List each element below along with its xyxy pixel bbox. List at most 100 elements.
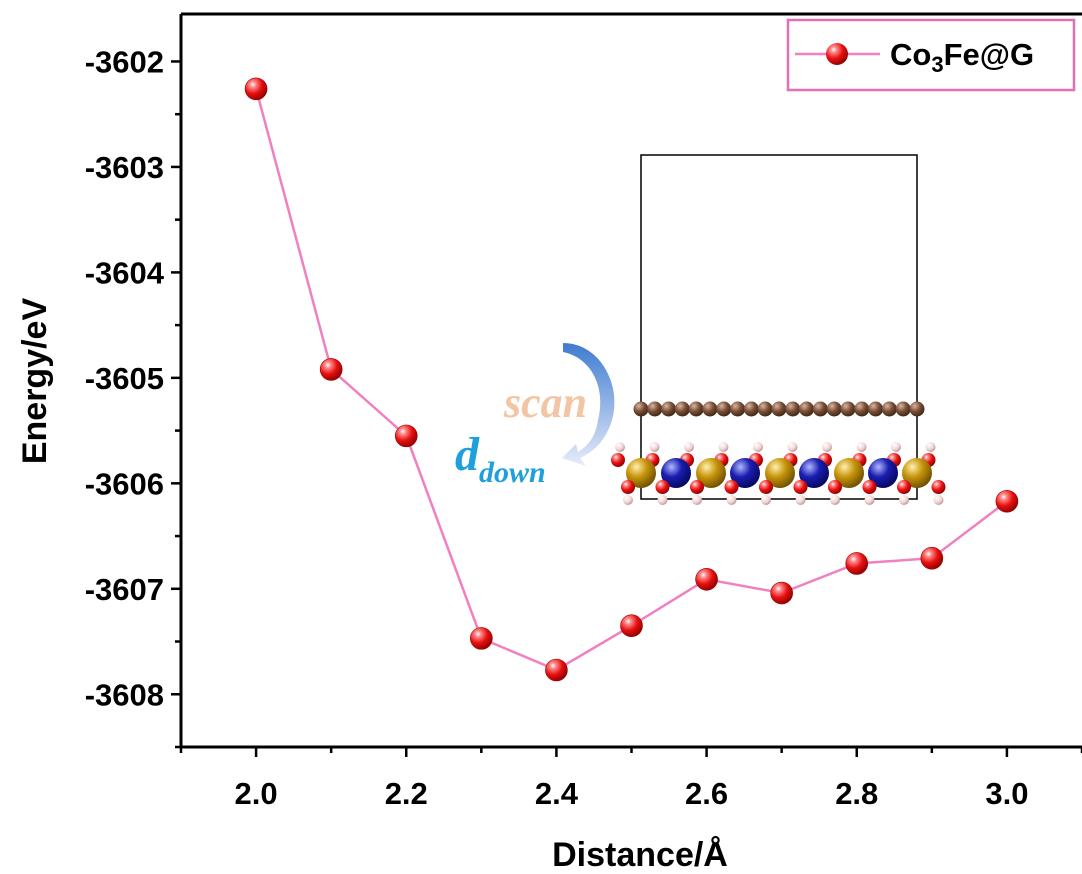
y-ticks: -3602 -3603 -3604 -3605 -3606 -3607 -3608 <box>85 44 181 749</box>
hydrogen-atom <box>761 495 771 505</box>
carbon-atom <box>730 401 746 417</box>
x-tick-label: 3.0 <box>985 776 1028 811</box>
iron-atom <box>799 458 829 488</box>
oxygen-atom <box>931 480 946 494</box>
x-ticks: 2.0 2.2 2.4 2.6 2.8 3.0 <box>179 747 1082 811</box>
carbon-atom <box>812 401 828 417</box>
oxygen-atom <box>690 480 704 494</box>
y-tick-label: -3607 <box>85 572 164 607</box>
hydrogen-atom <box>657 495 668 505</box>
legend-label: Co3Fe@G <box>890 37 1034 77</box>
cobalt-atom <box>626 458 656 488</box>
carbon-atom <box>771 401 787 417</box>
legend: Co3Fe@G <box>786 18 1076 92</box>
cell-box <box>640 154 918 500</box>
hydrogen-atom <box>830 495 840 505</box>
data-point <box>695 568 718 591</box>
carbon-atom <box>895 401 911 417</box>
hydrogen-atom <box>615 442 625 452</box>
hydrogen-atom <box>891 442 901 452</box>
cobalt-atom <box>834 458 864 488</box>
hydrogen-atom <box>692 495 702 505</box>
hydrogen-atom <box>933 495 944 505</box>
data-point <box>394 424 418 448</box>
hydrogen-atom <box>925 442 936 452</box>
hydrogen-atom <box>856 442 867 452</box>
axes: 2.0 2.2 2.4 2.6 2.8 3.0 -3602-3603-3604-3605-… <box>85 12 1082 811</box>
data-point <box>770 581 793 605</box>
x-tick-label: 2.4 <box>535 776 579 811</box>
oxygen-atom <box>611 453 625 467</box>
hydrogen-atom <box>753 442 763 452</box>
d-down-label: ddown <box>455 428 546 489</box>
carbon-atom <box>840 401 856 417</box>
carbon-atom <box>826 401 842 417</box>
carbon-atom <box>661 401 677 417</box>
x-axis-title: Distance/Å <box>552 836 728 874</box>
oxygen-atom <box>724 480 739 494</box>
carbon-atom <box>647 401 663 417</box>
oxygen-atom <box>655 480 670 494</box>
scan-arrow-icon <box>562 343 615 466</box>
graphene-layer <box>633 401 925 417</box>
carbon-atom <box>702 401 718 417</box>
y-axis-title: Energy/eV <box>16 298 54 465</box>
iron-atom <box>661 458 691 488</box>
oxygen-atom <box>828 480 842 494</box>
carbon-atom <box>854 401 870 417</box>
data-point <box>319 358 343 381</box>
oxygen-atom <box>897 480 911 494</box>
hydrogen-atom <box>623 495 633 505</box>
data-point <box>545 658 568 682</box>
oxygen-atom <box>862 480 877 494</box>
hydrogen-atom <box>649 442 660 452</box>
data-point <box>620 614 643 638</box>
y-tick-label: -3608 <box>85 677 164 712</box>
hydrogen-atom <box>899 495 909 505</box>
structure-inset: scan ddown <box>455 154 946 505</box>
iron-atom <box>868 458 898 488</box>
y-tick-label: -3603 <box>85 150 164 185</box>
y-tick-label: -3606 <box>85 466 164 501</box>
oxygen-atom <box>793 480 808 494</box>
carbon-atom <box>633 401 649 417</box>
series-co3fe-g <box>244 77 1019 682</box>
carbon-atom <box>716 401 732 417</box>
data-point <box>845 552 869 575</box>
y-tick-label: -3605 <box>85 361 164 396</box>
carbon-atom <box>757 401 773 417</box>
iron-atom <box>730 458 760 488</box>
hydrogen-atom <box>718 442 729 452</box>
carbon-atom <box>868 401 884 417</box>
data-point <box>470 627 493 650</box>
hydrogen-atom <box>822 442 832 452</box>
carbon-atom <box>688 401 704 417</box>
series-line <box>254 88 1008 672</box>
scan-label: scan <box>503 378 587 427</box>
cobalt-atom <box>696 458 726 488</box>
hydrogen-atom <box>787 442 798 452</box>
carbon-atom <box>743 401 759 417</box>
data-point <box>995 489 1019 513</box>
carbon-atom <box>785 401 801 417</box>
carbon-atom <box>799 401 815 417</box>
legend-marker-icon <box>826 43 848 65</box>
x-tick-label: 2.0 <box>235 776 278 811</box>
hydrogen-atom <box>684 442 694 452</box>
data-point <box>920 546 944 570</box>
x-tick-label: 2.6 <box>685 776 728 811</box>
oxygen-atom <box>759 480 773 494</box>
oxygen-atom <box>621 480 635 494</box>
hydrogen-atom <box>864 495 875 505</box>
hydrogen-atom <box>795 495 806 505</box>
y-tick-label: -3604 <box>85 255 165 290</box>
carbon-atom <box>674 401 690 417</box>
cobalt-atom <box>902 458 932 488</box>
hydrogen-atom <box>726 495 737 505</box>
carbon-atom <box>881 401 897 417</box>
x-tick-label: 2.2 <box>385 776 428 811</box>
x-tick-label: 2.8 <box>835 776 878 811</box>
substrate-layer <box>611 442 946 505</box>
cobalt-atom <box>765 458 795 488</box>
